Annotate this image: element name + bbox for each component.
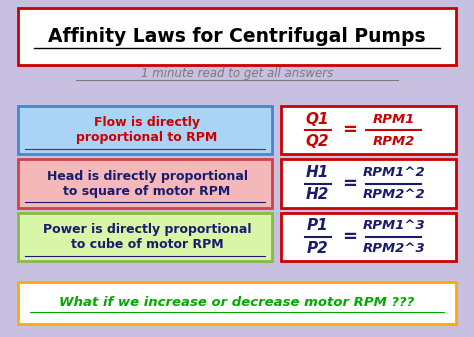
Text: 1 minute read to get all answers: 1 minute read to get all answers (141, 67, 333, 80)
Text: What if we increase or decrease motor RPM ???: What if we increase or decrease motor RP… (59, 296, 415, 309)
Text: RPM2: RPM2 (373, 134, 415, 148)
Text: Q1: Q1 (306, 112, 329, 126)
FancyBboxPatch shape (18, 8, 456, 65)
Text: Q2: Q2 (306, 133, 329, 149)
Text: RPM2^3: RPM2^3 (362, 242, 425, 254)
FancyBboxPatch shape (18, 213, 272, 261)
Text: P1: P1 (307, 218, 328, 234)
Text: H2: H2 (306, 187, 329, 202)
Text: =: = (342, 175, 357, 192)
FancyBboxPatch shape (281, 159, 456, 208)
Text: RPM1: RPM1 (373, 113, 415, 126)
Text: H1: H1 (306, 165, 329, 180)
FancyBboxPatch shape (18, 106, 272, 154)
Text: RPM1^2: RPM1^2 (362, 166, 425, 179)
FancyBboxPatch shape (18, 159, 272, 208)
Text: =: = (342, 228, 357, 246)
Text: RPM1^3: RPM1^3 (362, 219, 425, 233)
Text: =: = (342, 121, 357, 139)
Text: Power is directly proportional
to cube of motor RPM: Power is directly proportional to cube o… (43, 223, 251, 251)
Text: Affinity Laws for Centrifugal Pumps: Affinity Laws for Centrifugal Pumps (48, 27, 426, 46)
Text: RPM2^2: RPM2^2 (362, 188, 425, 201)
FancyBboxPatch shape (18, 282, 456, 324)
Text: Flow is directly
proportional to RPM: Flow is directly proportional to RPM (76, 116, 218, 144)
Text: Head is directly proportional
to square of motor RPM: Head is directly proportional to square … (46, 170, 247, 197)
Text: P2: P2 (307, 241, 328, 255)
FancyBboxPatch shape (281, 106, 456, 154)
FancyBboxPatch shape (281, 213, 456, 261)
